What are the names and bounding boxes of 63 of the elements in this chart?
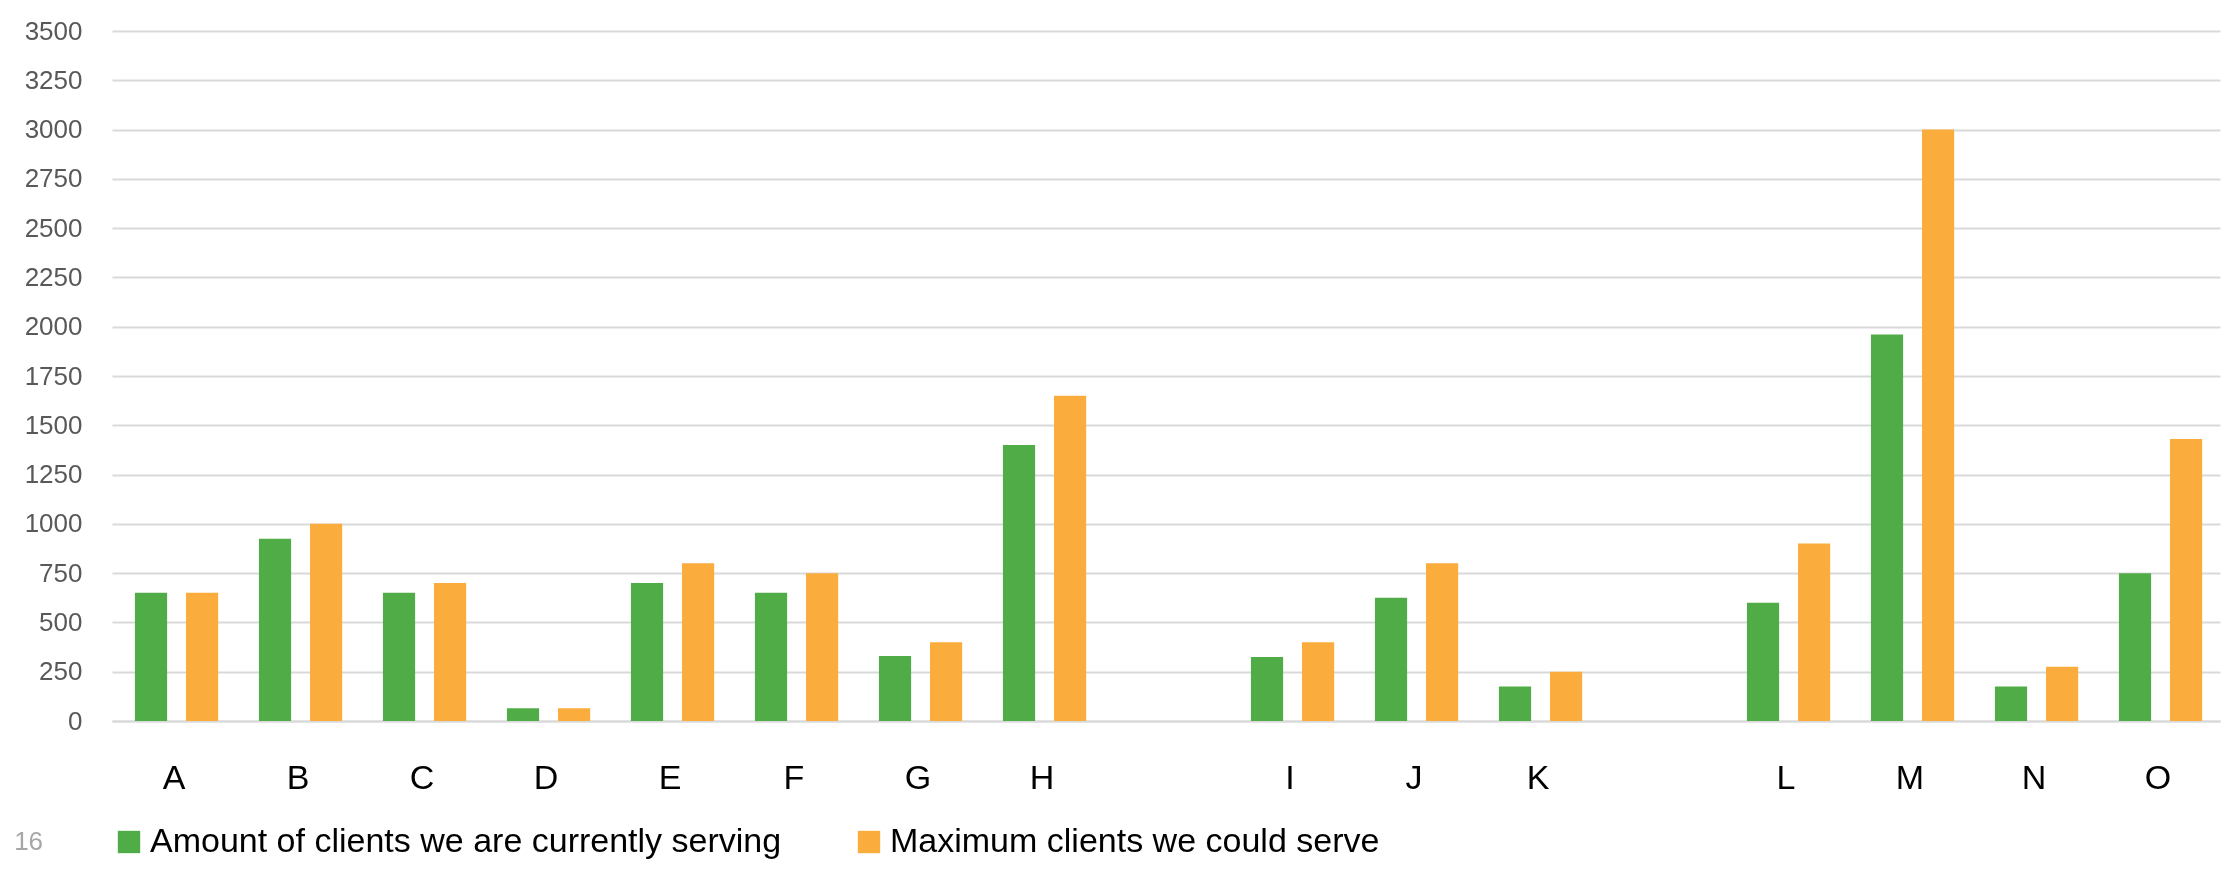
bar [2118, 573, 2152, 721]
bar [1426, 563, 1459, 721]
bar [1798, 543, 1831, 721]
bar [1746, 602, 1780, 721]
x-tick-label: I [1285, 757, 1295, 796]
bar [382, 592, 416, 721]
bar [2170, 439, 2203, 721]
bar [258, 538, 292, 721]
x-tick-label: B [286, 757, 310, 796]
y-tick-label: 250 [39, 656, 83, 687]
bar [1994, 686, 2028, 721]
y-tick-label: 2250 [24, 261, 83, 292]
y-tick-label: 3500 [24, 15, 83, 46]
y-tick-label: 3250 [24, 64, 83, 95]
bar [1250, 656, 1284, 721]
bar [1002, 445, 1036, 721]
bar [134, 592, 168, 721]
bar [878, 655, 912, 721]
x-tick-label: O [2144, 757, 2172, 796]
bar [682, 563, 715, 721]
bar [754, 592, 788, 721]
x-tick-label: J [1405, 757, 1423, 796]
bar [310, 523, 343, 721]
bar [1054, 395, 1087, 721]
legend-label: Amount of clients we are currently serving [150, 821, 782, 859]
text: 16 [14, 826, 44, 856]
x-tick-label: D [533, 757, 559, 796]
x-tick-label: N [2021, 757, 2047, 796]
bar [2046, 666, 2079, 721]
bar [1374, 597, 1408, 721]
bar [1870, 334, 1904, 721]
x-tick-label: A [162, 757, 186, 796]
bar [630, 583, 664, 721]
y-tick-label: 0 [68, 705, 83, 736]
y-tick-label: 750 [39, 557, 83, 588]
y-tick-label: 2000 [24, 311, 83, 342]
bar [1302, 642, 1335, 721]
x-tick-label: H [1029, 757, 1055, 796]
bar [434, 583, 467, 721]
legend-label: Maximum clients we could serve [890, 821, 1380, 859]
x-tick-label: L [1776, 757, 1796, 796]
x-tick-label: F [783, 757, 805, 796]
x-tick-label: M [1895, 757, 1925, 796]
y-tick-label: 2500 [24, 212, 83, 243]
y-tick-label: 1500 [24, 409, 83, 440]
x-tick-label: G [904, 757, 932, 796]
bar [1922, 129, 1955, 721]
y-tick-label: 1000 [24, 508, 83, 539]
y-tick-label: 500 [39, 606, 83, 637]
x-tick-label: K [1526, 757, 1550, 796]
y-tick-label: 2750 [24, 163, 83, 194]
y-tick-label: 3000 [24, 114, 83, 145]
bar [506, 708, 540, 721]
bar [558, 708, 591, 721]
bar [1498, 686, 1532, 721]
bar [806, 573, 839, 721]
bar [186, 592, 219, 721]
bar [1550, 671, 1583, 721]
x-tick-label: C [409, 757, 435, 796]
bar [930, 642, 963, 721]
y-tick-label: 1250 [24, 459, 83, 490]
y-tick-label: 1750 [24, 360, 83, 391]
x-tick-label: E [658, 757, 682, 796]
